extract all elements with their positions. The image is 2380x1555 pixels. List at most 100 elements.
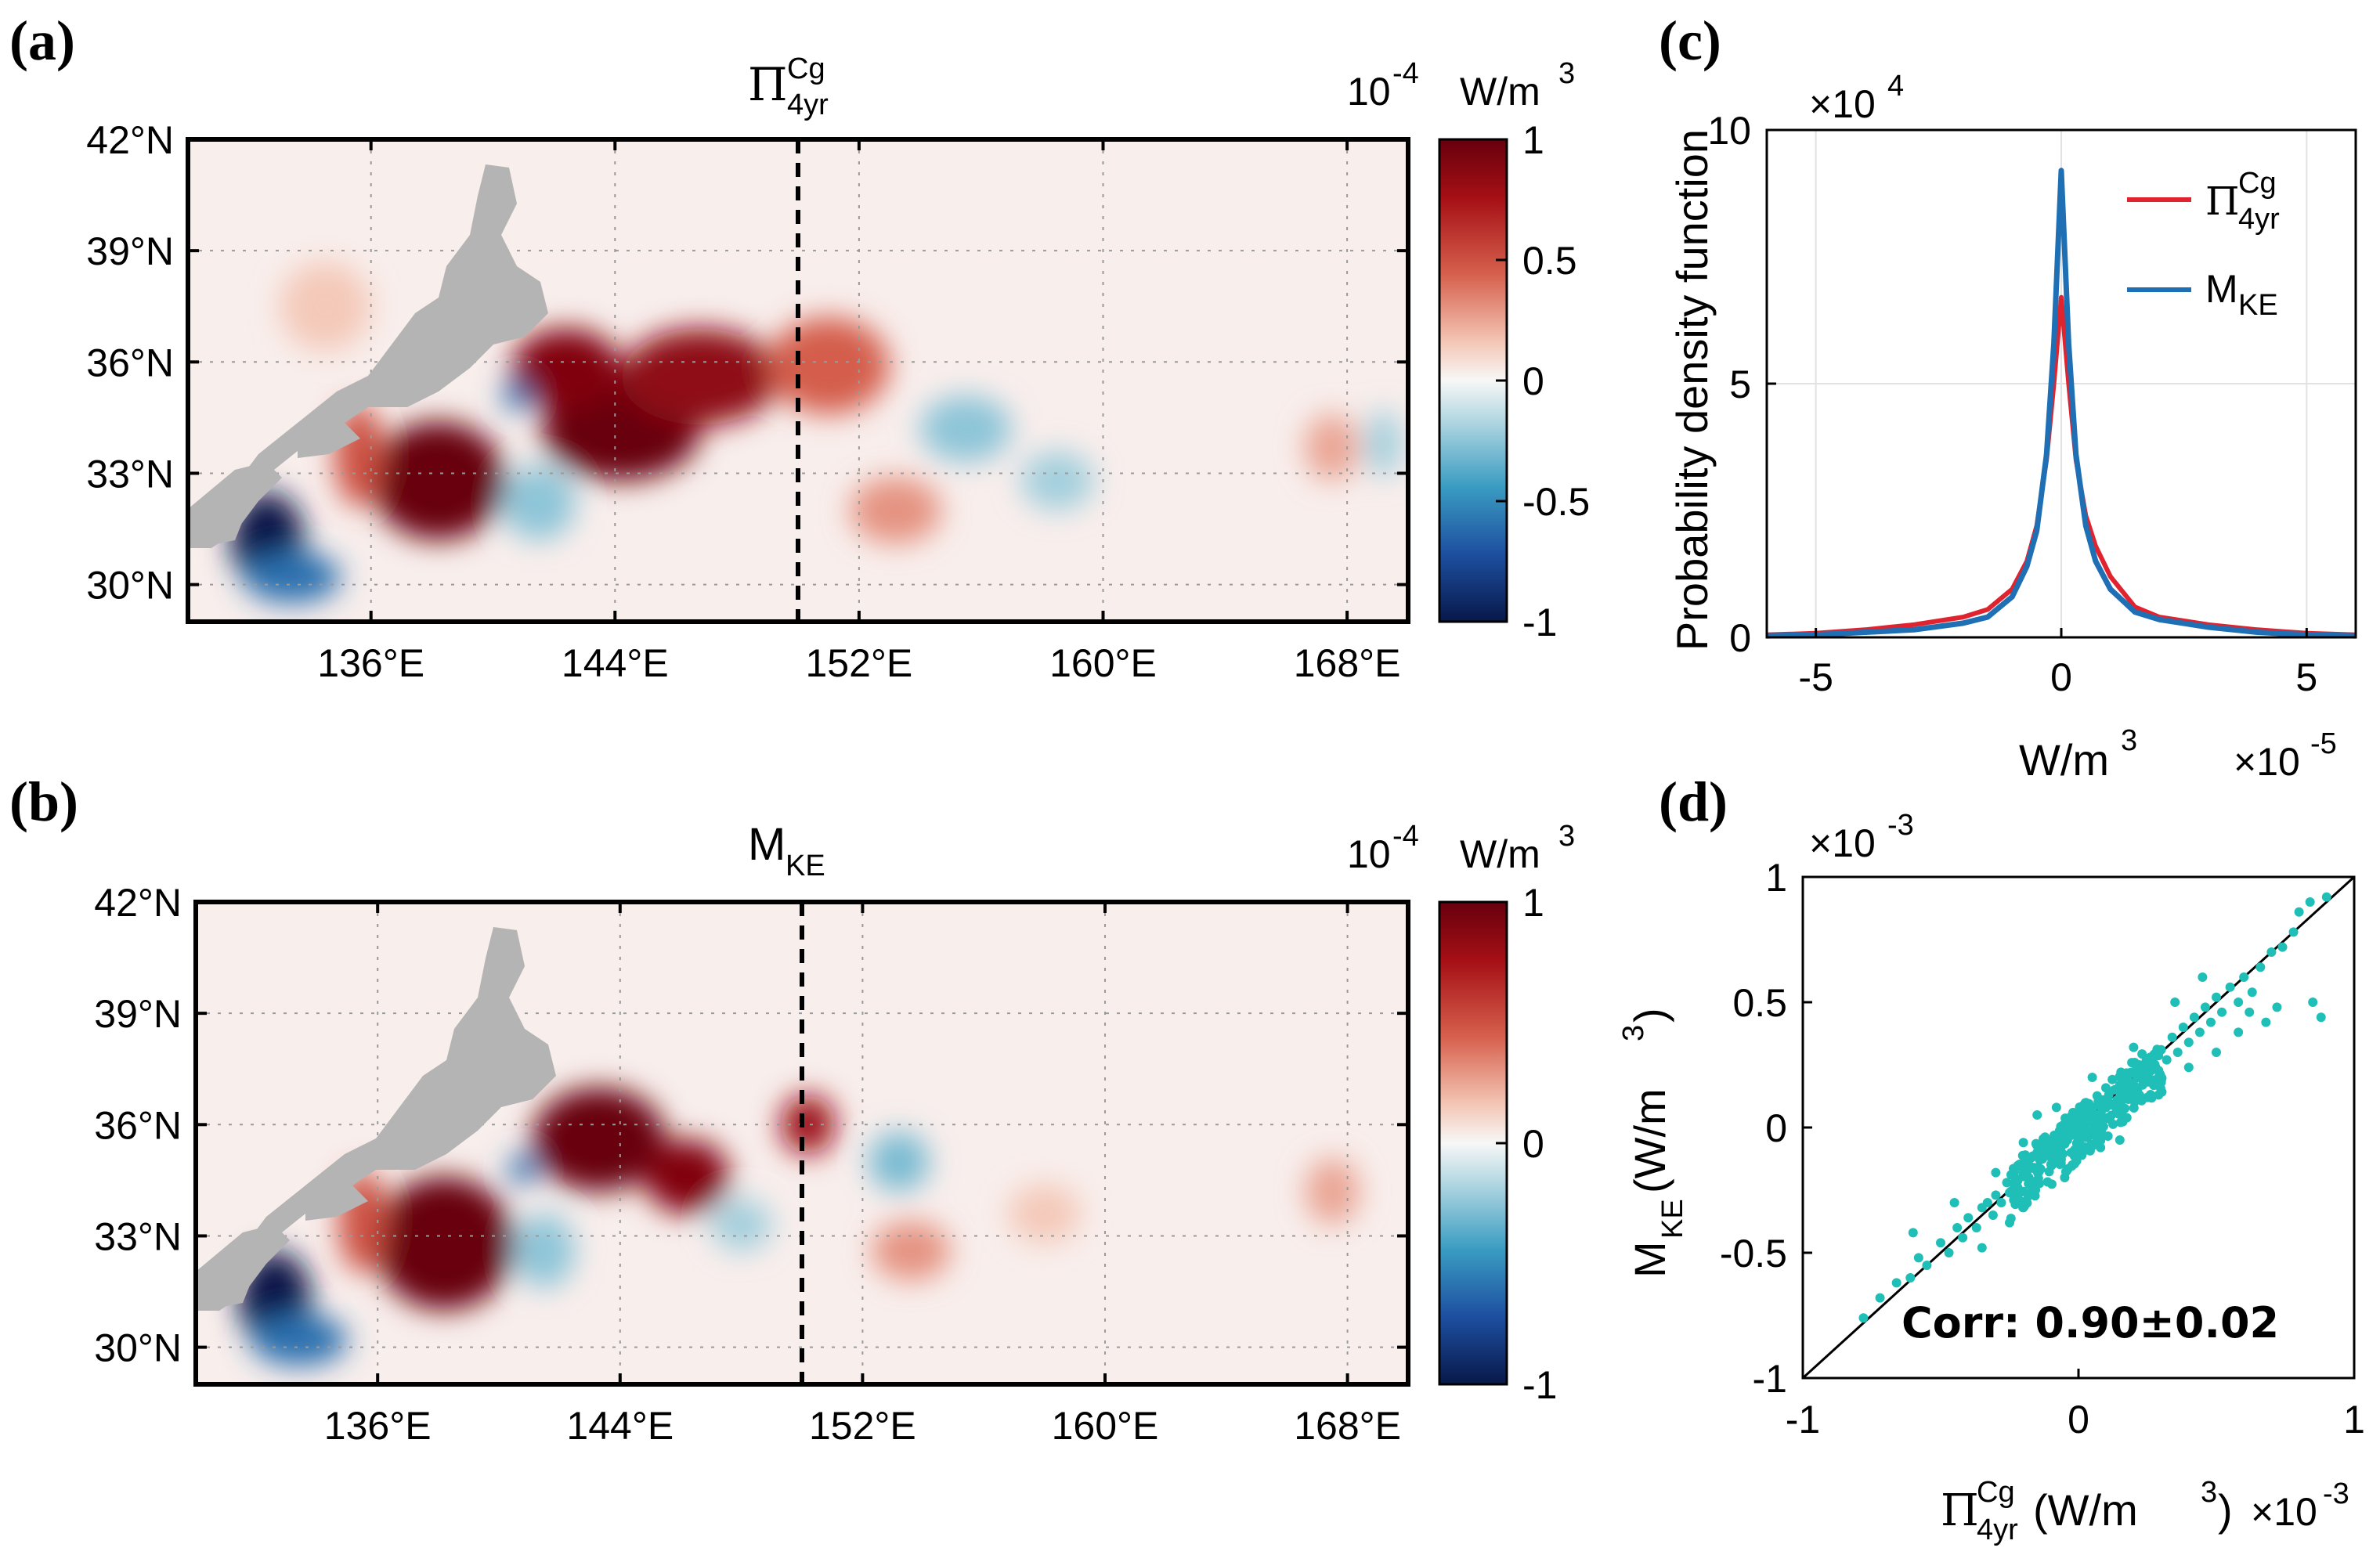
panel-d-scatter-point xyxy=(2033,1162,2043,1172)
panel-d-scatter-point xyxy=(2096,1142,2106,1153)
panel-d-scatter-point xyxy=(2189,1012,2199,1023)
panel-d-scatter-point xyxy=(2247,987,2257,998)
panel-c-xlabel: W/m 3 ×10 -5 xyxy=(2019,724,2337,785)
panel-d-scatter-point xyxy=(2032,1110,2042,1120)
panel-d-scatter-point xyxy=(1891,1278,1901,1288)
panel-b-title: M KE xyxy=(748,819,825,882)
panel-b-ytick-label: 30°N xyxy=(94,1326,182,1370)
panel-d-scatter-point xyxy=(1908,1228,1918,1238)
panel-a-title-sup: Cg xyxy=(787,52,825,85)
panel-d-scatter-point xyxy=(2021,1150,2030,1160)
panel-d-scatter-point xyxy=(2081,1115,2091,1125)
panel-d-scatter-point xyxy=(2167,1032,2177,1042)
panel-d-scatter-point xyxy=(2272,1002,2282,1012)
panel-d-ylabel-sub: KE xyxy=(1656,1199,1689,1239)
panel-d-scatter-point xyxy=(1982,1198,1992,1207)
panel-a-map xyxy=(188,139,1408,622)
panel-a-cb-unit: W/m xyxy=(1460,70,1540,114)
panel-d-scatter-point xyxy=(2178,1023,2188,1032)
panel-d-scatter-point xyxy=(2198,972,2208,982)
panel-d-scatter-point xyxy=(2316,1012,2326,1023)
panel-b-anomaly-patch xyxy=(250,1313,348,1366)
panel-b-colorbar-ticks: 1 0 -1 xyxy=(1496,881,1557,1407)
panel-d-scatter-point xyxy=(1949,1198,1959,1207)
panel-d-scatter-point xyxy=(1905,1273,1916,1283)
panel-c-axes: -5 0 5 0 5 10 xyxy=(1707,109,2317,699)
panel-d-scatter-point xyxy=(2122,1113,2132,1123)
panel-d-scatter-point xyxy=(2137,1049,2147,1059)
panel-a-cb-tick-label: 0.5 xyxy=(1522,239,1577,283)
panel-c-x-mult: ×10 xyxy=(2234,740,2300,784)
panel-a-cb-tick-label: -1 xyxy=(1522,601,1557,644)
panel-b-anomaly-patch xyxy=(507,1154,539,1185)
panel-d-scatter-point xyxy=(2116,1067,2126,1077)
panel-a-anomaly-patch xyxy=(621,328,780,425)
panel-d-scatter-point xyxy=(2006,1214,2016,1224)
panel-a-xtick-label: 152°E xyxy=(806,641,913,685)
panel-d-scatter-point xyxy=(2117,1095,2127,1106)
panel-b-anomaly-patch xyxy=(374,1176,515,1311)
panel-a-colorbar-unit: 10 -4 W/m 3 xyxy=(1347,57,1575,114)
legend-pi-symbol: Π xyxy=(2205,179,2240,224)
panel-d-scatter-point xyxy=(2156,1075,2166,1085)
panel-b-anomaly-patch xyxy=(514,1214,575,1288)
panel-b-ytick-label: 33°N xyxy=(94,1214,182,1258)
panel-d-scatter-point xyxy=(1958,1232,1968,1243)
panel-b-xtick-label: 136°E xyxy=(324,1404,432,1448)
panel-a-anomaly-patch xyxy=(279,262,371,352)
panel-d-ylabel-rest: (W/m xyxy=(1625,1088,1674,1193)
panel-d-x-mult: ×10 xyxy=(2251,1490,2317,1534)
panel-b-xtick-label: 144°E xyxy=(566,1404,674,1448)
panel-c-x-mult-pow: -5 xyxy=(2310,727,2337,760)
panel-d-scatter-point xyxy=(2261,1017,2271,1027)
panel-d-scatter-point xyxy=(2087,1073,2097,1082)
panel-a-colorbar-ticks: 1 0.5 0 -0.5 -1 xyxy=(1496,118,1590,644)
panel-d-scatter-point xyxy=(2046,1179,2057,1189)
panel-a-cb-tick-label: -0.5 xyxy=(1522,480,1590,524)
panel-c-y-multiplier: ×10 4 xyxy=(1809,70,1904,126)
panel-d-scatter-point xyxy=(1858,1313,1869,1323)
panel-c-legend: Π Cg 4yr M KE xyxy=(2127,167,2280,322)
panel-d-scatter-point xyxy=(2133,1073,2143,1083)
panel-a-anomaly-patch xyxy=(243,550,341,604)
panel-d-scatter-point xyxy=(2239,972,2249,982)
panel-a-anomaly-field xyxy=(230,262,1403,604)
panel-d-scatter-point xyxy=(2126,1078,2136,1088)
panel-d-scatter-point xyxy=(2135,1090,2145,1100)
panel-a-title-sub: 4yr xyxy=(787,88,829,121)
panel-d-scatter-point xyxy=(2234,998,2244,1007)
panel-d-xtick-label: 0 xyxy=(2068,1398,2089,1441)
panel-a-anomaly-patch xyxy=(511,328,622,410)
panel-c-ytick-label: 10 xyxy=(1707,109,1751,153)
panel-d-scatter-point xyxy=(2082,1132,2092,1142)
panel-d-xlabel-pow: 3 xyxy=(2201,1476,2217,1509)
panel-d-scatter-point xyxy=(2018,1138,2028,1148)
panel-d-scatter-point xyxy=(2104,1114,2115,1124)
panel-c-y-mult: ×10 xyxy=(1809,82,1876,126)
panel-d-ytick-label: 0.5 xyxy=(1732,981,1787,1025)
panel-a-ytick-label: 36°N xyxy=(86,341,174,384)
panel-a-cb-exp-base: 10 xyxy=(1347,70,1391,114)
panel-a-xtick-label: 136°E xyxy=(317,641,424,685)
panel-d-scatter-point xyxy=(2119,1081,2129,1091)
panel-b-cb-tick-label: 0 xyxy=(1522,1122,1544,1166)
panel-d-scatter-point xyxy=(2205,1017,2216,1027)
panel-a-cb-unit-pow: 3 xyxy=(1558,57,1575,90)
panel-d-scatter-point xyxy=(2162,1055,2172,1065)
legend-pi-sub: 4yr xyxy=(2238,203,2280,236)
panel-d-scatter-point xyxy=(2212,1048,2221,1057)
panel-d-scatter-point xyxy=(2040,1133,2050,1143)
panel-d-ytick-label: -1 xyxy=(1753,1357,1787,1401)
panel-d-scatter-point xyxy=(2080,1142,2090,1152)
panel-d-scatter-point xyxy=(2013,1176,2023,1186)
panel-d-scatter-point xyxy=(2056,1121,2066,1131)
panel-b-cb-unit: W/m xyxy=(1460,832,1540,876)
panel-d-scatter-point xyxy=(2051,1102,2061,1113)
panel-d-scatter-point xyxy=(2152,1044,2162,1055)
panel-a-anomaly-patch xyxy=(919,395,1012,463)
panel-b-anomaly-patch xyxy=(532,1087,666,1192)
panel-d-scatter-point xyxy=(2066,1148,2076,1158)
panel-b-map xyxy=(196,902,1408,1384)
panel-d-scatter-point xyxy=(2294,907,2304,917)
